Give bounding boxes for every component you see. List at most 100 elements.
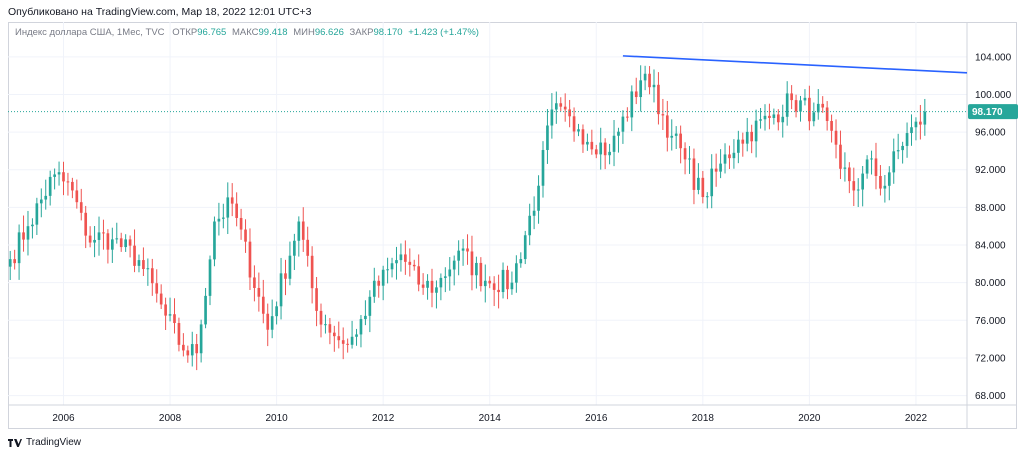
candle-up bbox=[475, 262, 478, 276]
candle-down bbox=[301, 221, 305, 240]
low-label: МИН bbox=[293, 27, 315, 38]
candle-down bbox=[177, 323, 181, 345]
candle-down bbox=[155, 283, 159, 294]
open-value: 96.765 bbox=[197, 27, 227, 38]
candle-down bbox=[182, 344, 185, 351]
high-label: МАКС bbox=[231, 27, 259, 38]
candle-down bbox=[821, 103, 825, 108]
close-label: ЗАКР bbox=[349, 27, 374, 38]
time-tick-label: 2006 bbox=[52, 413, 75, 424]
candle-up bbox=[688, 158, 691, 160]
price-tick-label: 96.000 bbox=[975, 128, 1006, 139]
candle-up bbox=[53, 174, 56, 177]
candle-up bbox=[732, 152, 736, 159]
candle-down bbox=[714, 168, 718, 172]
candle-up bbox=[359, 319, 363, 335]
candle-up bbox=[190, 344, 194, 356]
candle-down bbox=[488, 280, 492, 284]
candle-up bbox=[537, 185, 540, 211]
candle-down bbox=[750, 131, 754, 142]
candle-up bbox=[8, 259, 12, 267]
candle-up bbox=[759, 119, 762, 121]
candle-up bbox=[35, 203, 39, 225]
candle-up bbox=[599, 142, 603, 155]
candle-up bbox=[723, 154, 727, 164]
candle-down bbox=[239, 217, 243, 230]
candle-down bbox=[75, 190, 79, 203]
candle-down bbox=[315, 288, 318, 311]
candle-down bbox=[66, 181, 70, 183]
candle-up bbox=[608, 151, 611, 156]
candle-up bbox=[324, 324, 327, 326]
candle-up bbox=[737, 139, 740, 153]
candle-up bbox=[754, 120, 758, 142]
candle-down bbox=[879, 175, 882, 189]
last-price-text: 98.170 bbox=[972, 107, 1003, 118]
candle-down bbox=[919, 121, 922, 125]
candle-up bbox=[674, 133, 678, 136]
candle-up bbox=[386, 269, 389, 271]
trendline bbox=[622, 55, 968, 74]
candle-down bbox=[741, 139, 745, 144]
candle-up bbox=[355, 334, 358, 337]
candle-up bbox=[44, 195, 48, 200]
candle-up bbox=[137, 260, 141, 266]
candle-up bbox=[31, 224, 34, 227]
candle-up bbox=[168, 314, 172, 316]
candle-up bbox=[93, 239, 96, 243]
candle-up bbox=[439, 277, 443, 288]
candle-up bbox=[910, 127, 913, 134]
candle-down bbox=[332, 332, 336, 337]
price-tick-label: 72.000 bbox=[975, 353, 1006, 364]
candle-up bbox=[772, 114, 776, 118]
candle-up bbox=[390, 263, 394, 270]
candle-up bbox=[519, 259, 523, 264]
candle-down bbox=[341, 340, 345, 344]
candle-down bbox=[266, 313, 270, 330]
candle-up bbox=[528, 215, 532, 236]
candle-down bbox=[661, 114, 665, 116]
time-axis: 2006 2008 2010 2012 2014 2016 2018 2020 2022 bbox=[52, 413, 927, 424]
tradingview-label: TradingView bbox=[26, 437, 82, 448]
time-tick-label: 2020 bbox=[798, 413, 821, 424]
candles bbox=[8, 65, 927, 371]
candle-up bbox=[856, 189, 860, 191]
candle-up bbox=[639, 80, 643, 98]
candle-down bbox=[839, 144, 842, 169]
last-price-label: 98.170 bbox=[968, 104, 1018, 120]
candle-up bbox=[501, 269, 505, 293]
candle-down bbox=[808, 97, 811, 122]
candle-down bbox=[581, 129, 585, 145]
candle-up bbox=[461, 248, 465, 251]
candle-down bbox=[701, 177, 705, 198]
candle-up bbox=[532, 210, 536, 216]
candle-up bbox=[435, 287, 438, 293]
candle-down bbox=[470, 251, 474, 276]
candle-up bbox=[48, 176, 52, 196]
candle-down bbox=[825, 107, 829, 122]
candle-up bbox=[883, 185, 887, 189]
price-tick-label: 88.000 bbox=[975, 203, 1006, 214]
candle-up bbox=[426, 280, 429, 288]
candle-down bbox=[790, 93, 793, 101]
tradingview-logo-icon bbox=[8, 438, 22, 448]
candle-up bbox=[914, 121, 918, 128]
candle-down bbox=[572, 116, 576, 132]
candle-down bbox=[257, 287, 261, 297]
published-note: Опубликовано на TradingView.com, Мар 18,… bbox=[8, 6, 312, 18]
candle-up bbox=[799, 100, 802, 112]
price-tick-label: 84.000 bbox=[975, 241, 1006, 252]
candle-down bbox=[590, 141, 594, 150]
candle-down bbox=[830, 121, 833, 131]
time-tick-label: 2018 bbox=[692, 413, 715, 424]
time-tick-label: 2008 bbox=[159, 413, 182, 424]
candle-down bbox=[230, 197, 234, 204]
candle-up bbox=[617, 131, 620, 136]
candle-up bbox=[905, 133, 909, 146]
candle-up bbox=[781, 116, 785, 123]
price-tick-label: 80.000 bbox=[975, 278, 1006, 289]
candle-up bbox=[293, 240, 296, 256]
grid-lines bbox=[8, 22, 967, 405]
footer-brand[interactable]: TradingView bbox=[8, 437, 81, 448]
